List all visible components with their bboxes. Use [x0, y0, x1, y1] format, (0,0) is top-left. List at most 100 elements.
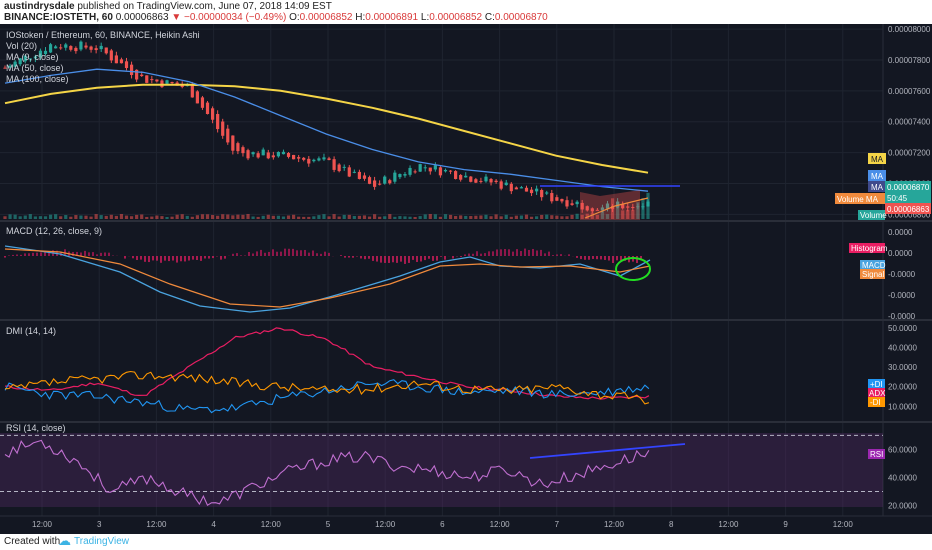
candle-body — [448, 170, 453, 172]
heikin-ashi-candles — [3, 40, 650, 214]
dmi-tick-label: 30.0000 — [888, 363, 917, 372]
volume-bar — [362, 215, 367, 219]
candle-body — [393, 172, 397, 182]
trendline-rsi[interactable] — [529, 443, 686, 459]
volume-bar — [398, 216, 402, 219]
time-tick-label: 12:00 — [375, 520, 396, 529]
candle-body — [307, 158, 311, 164]
candle-body — [43, 50, 48, 55]
volume-bar — [327, 216, 331, 219]
volume-bar — [221, 214, 225, 219]
time-tick-label: 12:00 — [833, 520, 854, 529]
candle-body — [266, 152, 270, 159]
volume-bar — [600, 207, 605, 219]
tradingview-logo-link[interactable]: TradingView — [74, 536, 130, 547]
histogram-badge — [849, 243, 885, 253]
minus-di-badge-text: -DI — [870, 398, 881, 407]
macd-title[interactable]: MACD (12, 26, close, 9) — [6, 226, 102, 236]
legend-vol[interactable]: Vol (20) — [6, 41, 37, 51]
rsi-title[interactable]: RSI (14, close) — [6, 423, 66, 433]
volume-bar — [140, 214, 144, 219]
volume-bar — [454, 216, 458, 219]
volume-bar — [459, 215, 463, 219]
volume-bar — [514, 215, 518, 219]
volume-bar — [48, 214, 53, 219]
volume-bar — [555, 215, 559, 219]
candle-body — [535, 188, 539, 192]
volume-bar — [185, 215, 189, 219]
volume-bar — [43, 216, 48, 219]
time-tick-label: 12:00 — [604, 520, 625, 529]
open-value: 0.00006852 — [299, 12, 353, 23]
ma100-badge — [868, 153, 886, 164]
candle-body — [626, 206, 630, 208]
volume-bar — [631, 210, 635, 219]
legend-ma100[interactable]: MA (100, close) — [6, 74, 69, 84]
candle-body — [428, 167, 432, 172]
volume-bar — [297, 216, 301, 219]
volume-bar — [226, 214, 230, 219]
legend-ma9[interactable]: MA (9, close) — [6, 52, 59, 62]
time-tick-label: 3 — [97, 520, 102, 529]
legend-ma50[interactable]: MA (50, close) — [6, 63, 64, 73]
volume-bar — [84, 215, 88, 219]
volume-bar — [271, 215, 275, 219]
volume-badge — [858, 210, 885, 220]
volume-bar — [479, 215, 483, 219]
volume-bar — [590, 212, 594, 219]
volume-bar — [175, 214, 179, 219]
footer: Created with ☁ TradingView — [0, 533, 932, 550]
candle-body — [140, 74, 144, 77]
volume-bar — [69, 216, 73, 219]
volume-bar — [261, 215, 265, 219]
ma9-badge-text: MA — [871, 183, 884, 192]
volume-bar — [312, 216, 316, 219]
volume-bar — [388, 214, 392, 219]
volume-bar — [124, 215, 129, 219]
chart-canvas[interactable]: IOStoken / Ethereum, 60, BINANCE, Heikin… — [0, 24, 932, 534]
volume-bar — [342, 214, 346, 219]
candle-body — [210, 108, 215, 120]
price-tick-label: 0.00007600 — [888, 87, 931, 96]
author-link[interactable]: austindrysdale — [4, 1, 75, 12]
volume-bar — [18, 216, 22, 219]
low-label: L: — [420, 12, 430, 23]
volume-bar — [352, 215, 356, 219]
low-value: 0.00006852 — [429, 12, 483, 23]
candle-body — [565, 200, 569, 207]
candle-body — [246, 150, 250, 159]
volume-bar — [474, 215, 478, 219]
adx-badge-text: ADX — [869, 389, 886, 398]
dmi-title[interactable]: DMI (14, 14) — [6, 326, 56, 336]
candle-body — [322, 157, 326, 160]
signal-badge — [860, 269, 885, 279]
price-pane-title: IOStoken / Ethereum, 60, BINANCE, Heikin… — [6, 30, 200, 40]
candle-body — [570, 203, 574, 205]
macd-badge — [860, 260, 885, 270]
candle-body — [433, 165, 437, 170]
candle-body — [281, 151, 286, 155]
macd-tick-label: -0.0000 — [888, 270, 916, 279]
candle-body — [347, 167, 351, 177]
time-tick-label: 4 — [211, 520, 216, 529]
candle-body — [114, 55, 118, 64]
candle-body — [631, 207, 635, 209]
volume-bar — [347, 214, 351, 219]
signal-badge-text: Signal — [862, 270, 884, 279]
crossover-circle — [615, 257, 651, 281]
volume-bar — [494, 214, 498, 219]
candle-body — [545, 192, 549, 194]
candle-body — [155, 79, 159, 82]
candle-body — [474, 179, 478, 183]
candle-body — [221, 121, 225, 136]
candle-body — [398, 174, 402, 178]
ma-price-badge-text: 0.00006870 — [887, 183, 930, 192]
grid-lines — [0, 24, 883, 516]
dmi-tick-label: 10.0000 — [888, 402, 917, 411]
close-badge-text: 0.00006863 — [887, 205, 930, 214]
candle-body — [69, 46, 73, 50]
candle-body — [64, 44, 68, 48]
volume-bar — [155, 215, 159, 219]
candle-body — [555, 197, 559, 201]
volume-bar — [393, 216, 397, 219]
